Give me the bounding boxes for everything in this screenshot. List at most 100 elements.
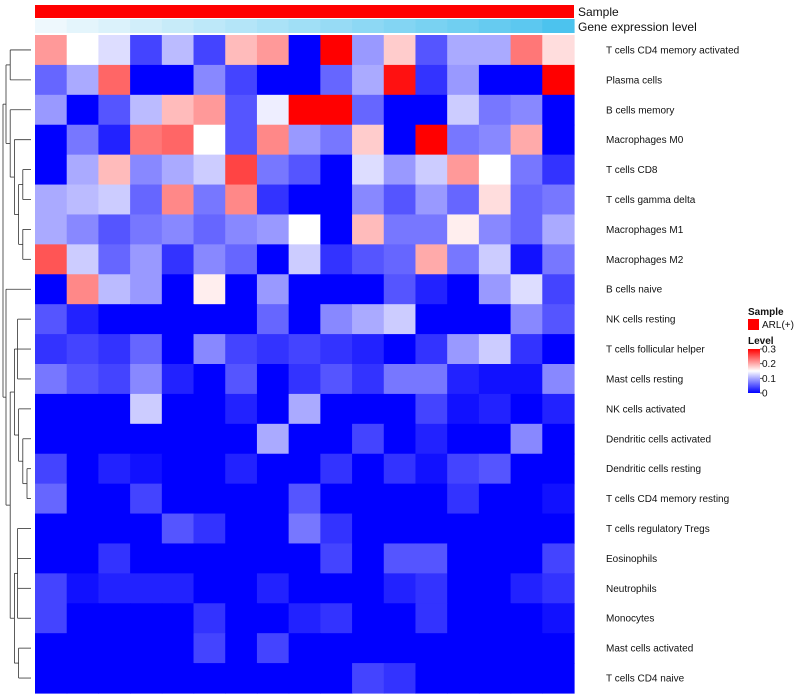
heatmap-cell (193, 633, 226, 664)
annotation-gene-cell (447, 19, 480, 33)
heatmap-cell (130, 244, 163, 275)
heatmap-cell (542, 393, 575, 425)
heatmap-cell (352, 35, 385, 66)
heatmap-cell (98, 663, 131, 694)
heatmap-cell (288, 64, 321, 96)
heatmap-cell (256, 124, 290, 156)
heatmap-cell (193, 573, 226, 604)
heatmap-cell (35, 543, 68, 574)
heatmap-cell (161, 274, 195, 305)
heatmap-cell (447, 573, 480, 604)
heatmap-cell (256, 573, 290, 604)
heatmap-cells (35, 35, 575, 694)
heatmap-cell (510, 35, 543, 66)
annotation-tracks: Sample Gene expression level (35, 5, 697, 34)
heatmap-cell (415, 304, 448, 335)
heatmap-cell (130, 364, 163, 395)
heatmap-cell (352, 573, 385, 604)
heatmap-cell (383, 94, 417, 126)
heatmap-cell (542, 94, 575, 126)
heatmap-cell (542, 154, 575, 186)
heatmap-cell (478, 35, 512, 66)
heatmap-cell (383, 543, 417, 574)
heatmap-cell (383, 663, 417, 694)
legend-tick-label: 0.3 (762, 345, 776, 356)
heatmap-cell (35, 154, 68, 186)
heatmap-cell (256, 483, 290, 515)
row-label: T cells gamma delta (606, 195, 696, 206)
annotation-gene-cell (510, 19, 543, 33)
heatmap-cell (130, 453, 163, 485)
heatmap-cell (193, 453, 226, 485)
heatmap-cell (320, 274, 353, 305)
row-label: Macrophages M0 (606, 135, 684, 146)
heatmap-cell (130, 573, 163, 604)
heatmap-cell (320, 124, 353, 156)
heatmap-cell (478, 184, 512, 216)
heatmap-cell (478, 304, 512, 335)
heatmap-cell (225, 214, 258, 245)
heatmap-cell (510, 633, 543, 664)
heatmap-cell (256, 184, 290, 216)
heatmap-cell (320, 244, 353, 275)
heatmap-cell (256, 633, 290, 664)
heatmap-cell (352, 124, 385, 156)
heatmap-cell (225, 573, 258, 604)
heatmap-cell (510, 304, 543, 335)
heatmap-cell (510, 184, 543, 216)
heatmap-cell (320, 573, 353, 604)
heatmap-cell (193, 423, 226, 455)
heatmap-cell (542, 543, 575, 574)
heatmap-cell (288, 274, 321, 305)
heatmap-cell (225, 483, 258, 515)
heatmap-cell (352, 633, 385, 664)
heatmap-cell (98, 124, 131, 156)
heatmap-cell (510, 64, 543, 96)
row-label: Mast cells activated (606, 644, 693, 655)
heatmap-cell (415, 274, 448, 305)
heatmap-cell (447, 274, 480, 305)
heatmap-cell (35, 364, 68, 395)
heatmap-cell (256, 214, 290, 245)
row-label: T cells CD4 memory activated (606, 45, 739, 56)
heatmap-cell (35, 453, 68, 485)
heatmap-cell (98, 423, 131, 455)
heatmap-cell (510, 483, 543, 515)
heatmap-cell (542, 214, 575, 245)
heatmap-cell (542, 573, 575, 604)
heatmap-cell (256, 64, 290, 96)
row-label: Dendritic cells resting (606, 464, 701, 475)
heatmap-cell (66, 573, 100, 604)
heatmap-cell (130, 94, 163, 126)
heatmap-cell (352, 244, 385, 275)
heatmap-cell (510, 453, 543, 485)
heatmap-cell (288, 334, 321, 365)
heatmap-cell (161, 364, 195, 395)
heatmap-cell (225, 244, 258, 275)
heatmap-cell (510, 124, 543, 156)
heatmap-cell (66, 64, 100, 96)
annotation-gene-expression-bar (35, 19, 575, 33)
heatmap-cell (542, 334, 575, 365)
heatmap-cell (320, 364, 353, 395)
heatmap-cell (66, 513, 100, 545)
heatmap-cell (510, 244, 543, 275)
heatmap-cell (193, 543, 226, 574)
heatmap-cell (35, 334, 68, 365)
heatmap-cell (288, 35, 321, 66)
heatmap-cell (225, 124, 258, 156)
heatmap-cell (35, 64, 68, 96)
heatmap-cell (256, 543, 290, 574)
heatmap-cell (320, 214, 353, 245)
heatmap-cell (447, 633, 480, 664)
heatmap-cell (256, 35, 290, 66)
heatmap-cell (510, 274, 543, 305)
heatmap-cell (225, 393, 258, 425)
heatmap-cell (320, 483, 353, 515)
heatmap-cell (320, 603, 353, 634)
legend-sample-entry: ARL(+) (762, 320, 794, 331)
heatmap-cell (193, 603, 226, 634)
heatmap-cell (415, 35, 448, 66)
legend-sample-swatch (748, 319, 759, 330)
heatmap-cell (447, 244, 480, 275)
